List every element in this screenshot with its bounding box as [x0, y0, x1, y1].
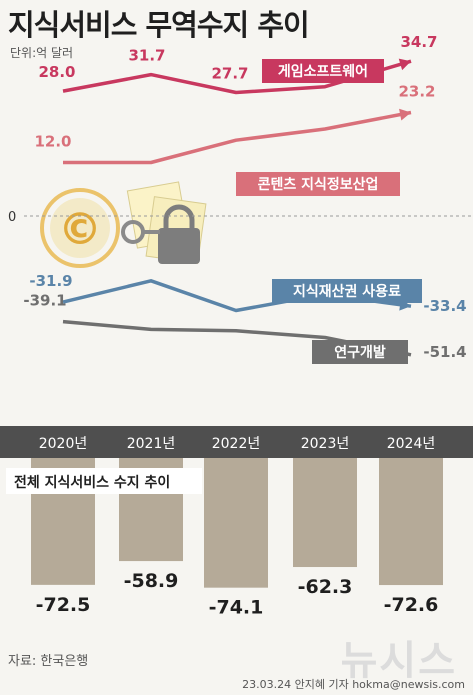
line-data-label: -31.9	[29, 272, 72, 290]
series-arrowhead	[399, 108, 411, 121]
bar-value-label: -72.5	[36, 594, 91, 616]
legend-box	[312, 340, 408, 364]
unit-label: 단위:억 달러	[10, 46, 74, 60]
year-tick-label: 2022년	[212, 436, 261, 452]
bar-panel: 2020년 2021년 2022년 2023년 2024년 -72.5 -58.9 -74.1…	[0, 426, 473, 619]
copyright-lock-illustration: ©	[40, 181, 207, 268]
bar-value-label: -58.9	[124, 570, 179, 592]
legend-label: 콘텐츠 지식정보산업	[258, 176, 379, 193]
line-data-labels: 28.0 31.7 27.7 34.7 12.0 23.2 -31.9 -33.4 -39.1 -…	[23, 33, 466, 361]
source-note: 자료: 한국은행	[8, 654, 89, 669]
line-data-label: 31.7	[128, 47, 165, 65]
line-data-label: 12.0	[34, 132, 71, 150]
legend-label: 게임소프트웨어	[278, 63, 368, 80]
year-tick-label: 2021년	[127, 436, 176, 452]
bar	[204, 458, 268, 588]
bar	[379, 458, 443, 586]
bar-value-label: -74.1	[209, 597, 264, 619]
line-data-label: 23.2	[398, 83, 435, 101]
zero-axis: 0	[8, 210, 473, 225]
svg-text:©: ©	[58, 204, 102, 255]
chart-title: 지식서비스 무역수지 추이	[8, 8, 310, 42]
line-data-label: -51.4	[423, 343, 466, 361]
line-data-label: -39.1	[23, 292, 66, 310]
legend-box	[262, 59, 384, 83]
line-data-label: -33.4	[423, 297, 466, 315]
zero-tick-label: 0	[8, 210, 16, 225]
bar-chart-title-box	[6, 468, 202, 494]
bar	[293, 458, 357, 568]
year-tick-label: 2020년	[39, 436, 88, 452]
year-tick-label: 2023년	[301, 436, 350, 452]
watermark-logo: 뉴시스	[340, 638, 457, 684]
series-line	[63, 110, 412, 165]
bar-value-label: -72.6	[384, 594, 439, 616]
line-data-label: 28.0	[38, 63, 75, 81]
line-data-label: 27.7	[211, 64, 248, 82]
line-series	[62, 58, 412, 359]
series-arrowhead	[398, 58, 411, 71]
credit-note: 23.03.24 안지혜 기자 hokma@newsis.com	[242, 678, 465, 691]
legend-box	[272, 279, 422, 303]
legend-label: 연구개발	[334, 344, 386, 361]
bar-chart-title: 전체 지식서비스 수지 추이	[14, 474, 170, 491]
legend-box	[236, 172, 400, 196]
year-tick-label: 2024년	[387, 436, 436, 452]
year-strip	[0, 426, 473, 458]
line-data-label: 34.7	[400, 33, 437, 51]
bar-value-label: -62.3	[298, 576, 353, 598]
legend-label: 지식재산권 사용료	[293, 283, 401, 300]
